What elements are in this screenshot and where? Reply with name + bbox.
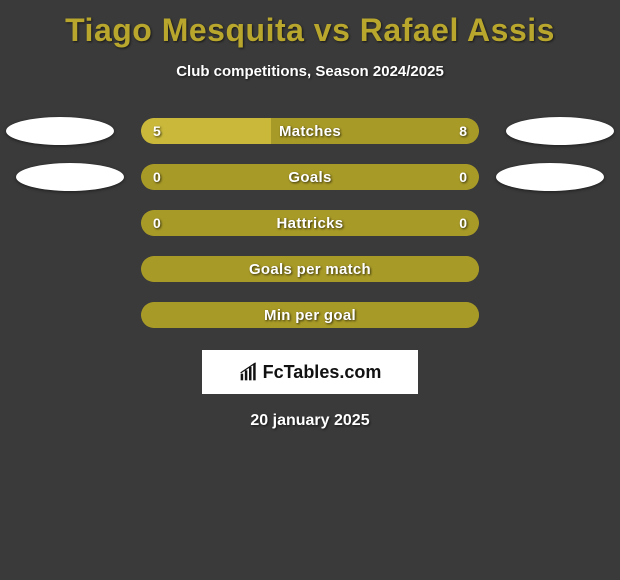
stat-bar: 5 8 Matches — [141, 118, 479, 144]
stat-rows: 5 8 Matches 0 0 Goals 0 0 Hattricks Goals per mat… — [0, 118, 620, 328]
stat-bar: Min per goal — [141, 302, 479, 328]
stat-value-left: 0 — [153, 169, 161, 185]
chart-icon — [239, 362, 259, 382]
logo-text: FcTables.com — [263, 362, 382, 383]
stat-value-right: 0 — [459, 215, 467, 231]
stat-bar: Goals per match — [141, 256, 479, 282]
stat-row: 0 0 Goals — [0, 164, 620, 190]
stat-bar: 0 0 Goals — [141, 164, 479, 190]
subtitle: Club competitions, Season 2024/2025 — [176, 63, 444, 80]
player-marker-left — [6, 117, 114, 145]
stat-row: 0 0 Hattricks — [0, 210, 620, 236]
stat-row: 5 8 Matches — [0, 118, 620, 144]
stat-row: Min per goal — [0, 302, 620, 328]
stat-bar: 0 0 Hattricks — [141, 210, 479, 236]
player-marker-right — [506, 117, 614, 145]
player-marker-right — [496, 163, 604, 191]
page-title: Tiago Mesquita vs Rafael Assis — [65, 12, 555, 49]
bar-left-fill — [141, 164, 310, 190]
stat-label: Goals — [288, 169, 331, 186]
player-marker-left — [16, 163, 124, 191]
stat-label: Matches — [279, 123, 341, 140]
stat-value-left: 5 — [153, 123, 161, 139]
stat-label: Hattricks — [277, 215, 344, 232]
stat-label: Goals per match — [249, 261, 371, 278]
logo-box[interactable]: FcTables.com — [202, 350, 418, 394]
stat-value-right: 0 — [459, 169, 467, 185]
stat-value-left: 0 — [153, 215, 161, 231]
date-label: 20 january 2025 — [250, 412, 369, 430]
bar-right-fill — [310, 164, 479, 190]
stat-row: Goals per match — [0, 256, 620, 282]
comparison-widget: Tiago Mesquita vs Rafael Assis Club comp… — [0, 0, 620, 430]
stat-value-right: 8 — [459, 123, 467, 139]
stat-label: Min per goal — [264, 307, 356, 324]
